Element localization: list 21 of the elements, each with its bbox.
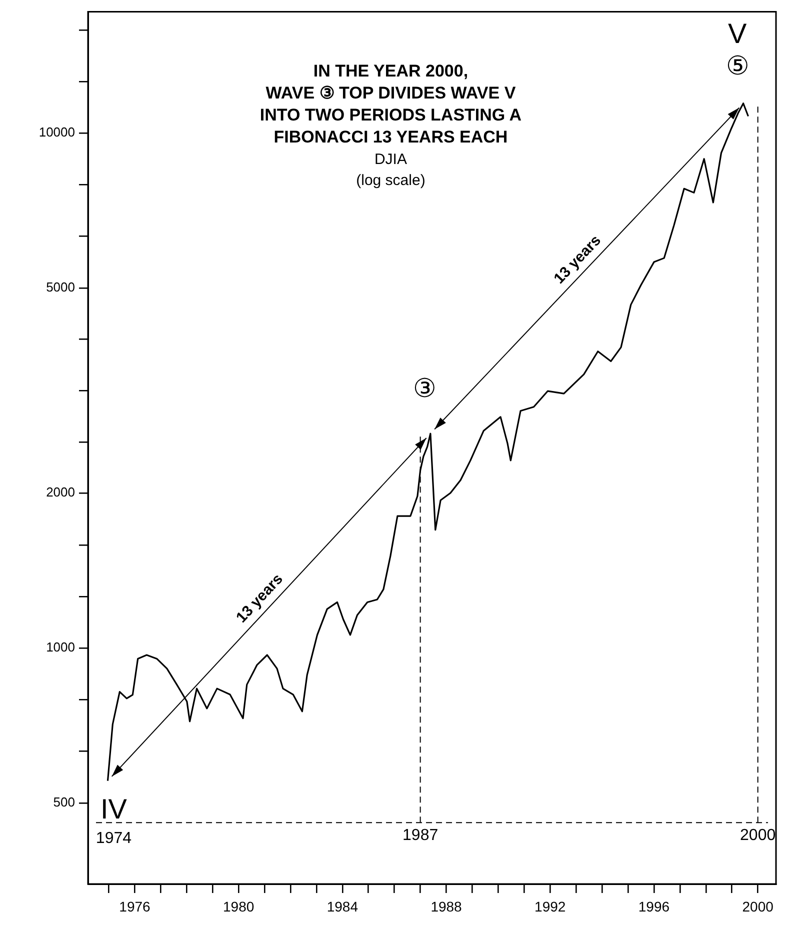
y-tick-label: 2000: [46, 484, 75, 500]
x-tick-label: 1976: [119, 898, 151, 914]
annotation: IV: [100, 794, 128, 825]
annotation: ⑤: [726, 50, 749, 81]
y-tick-label: 500: [53, 794, 75, 810]
x-tick-label: 1984: [326, 898, 358, 914]
x-tick-label: 1992: [534, 898, 566, 914]
y-tick-label: 1000: [46, 640, 75, 655]
ref-line-label: 1987: [402, 826, 438, 844]
annotation: V: [728, 18, 747, 50]
annotation: 1974: [96, 830, 132, 847]
y-tick-label: 5000: [46, 280, 75, 295]
text: DJIA (log scale): [356, 150, 426, 189]
x-tick-label: 1988: [430, 898, 462, 914]
y-tick-label: 10000: [38, 124, 75, 140]
text: IN THE YEAR 2000, WAVE ③ TOP DIVIDES WAVE V INTO TWO PERIODS LASTING A FIBONACCI 13 YEARS EACH: [260, 61, 522, 146]
x-tick-label: 2000: [742, 898, 774, 914]
x-tick-label: 1996: [638, 898, 670, 914]
annotation: ③: [412, 372, 436, 403]
x-tick-label: 1980: [223, 898, 254, 914]
ref-line-label: 2000: [740, 826, 776, 844]
